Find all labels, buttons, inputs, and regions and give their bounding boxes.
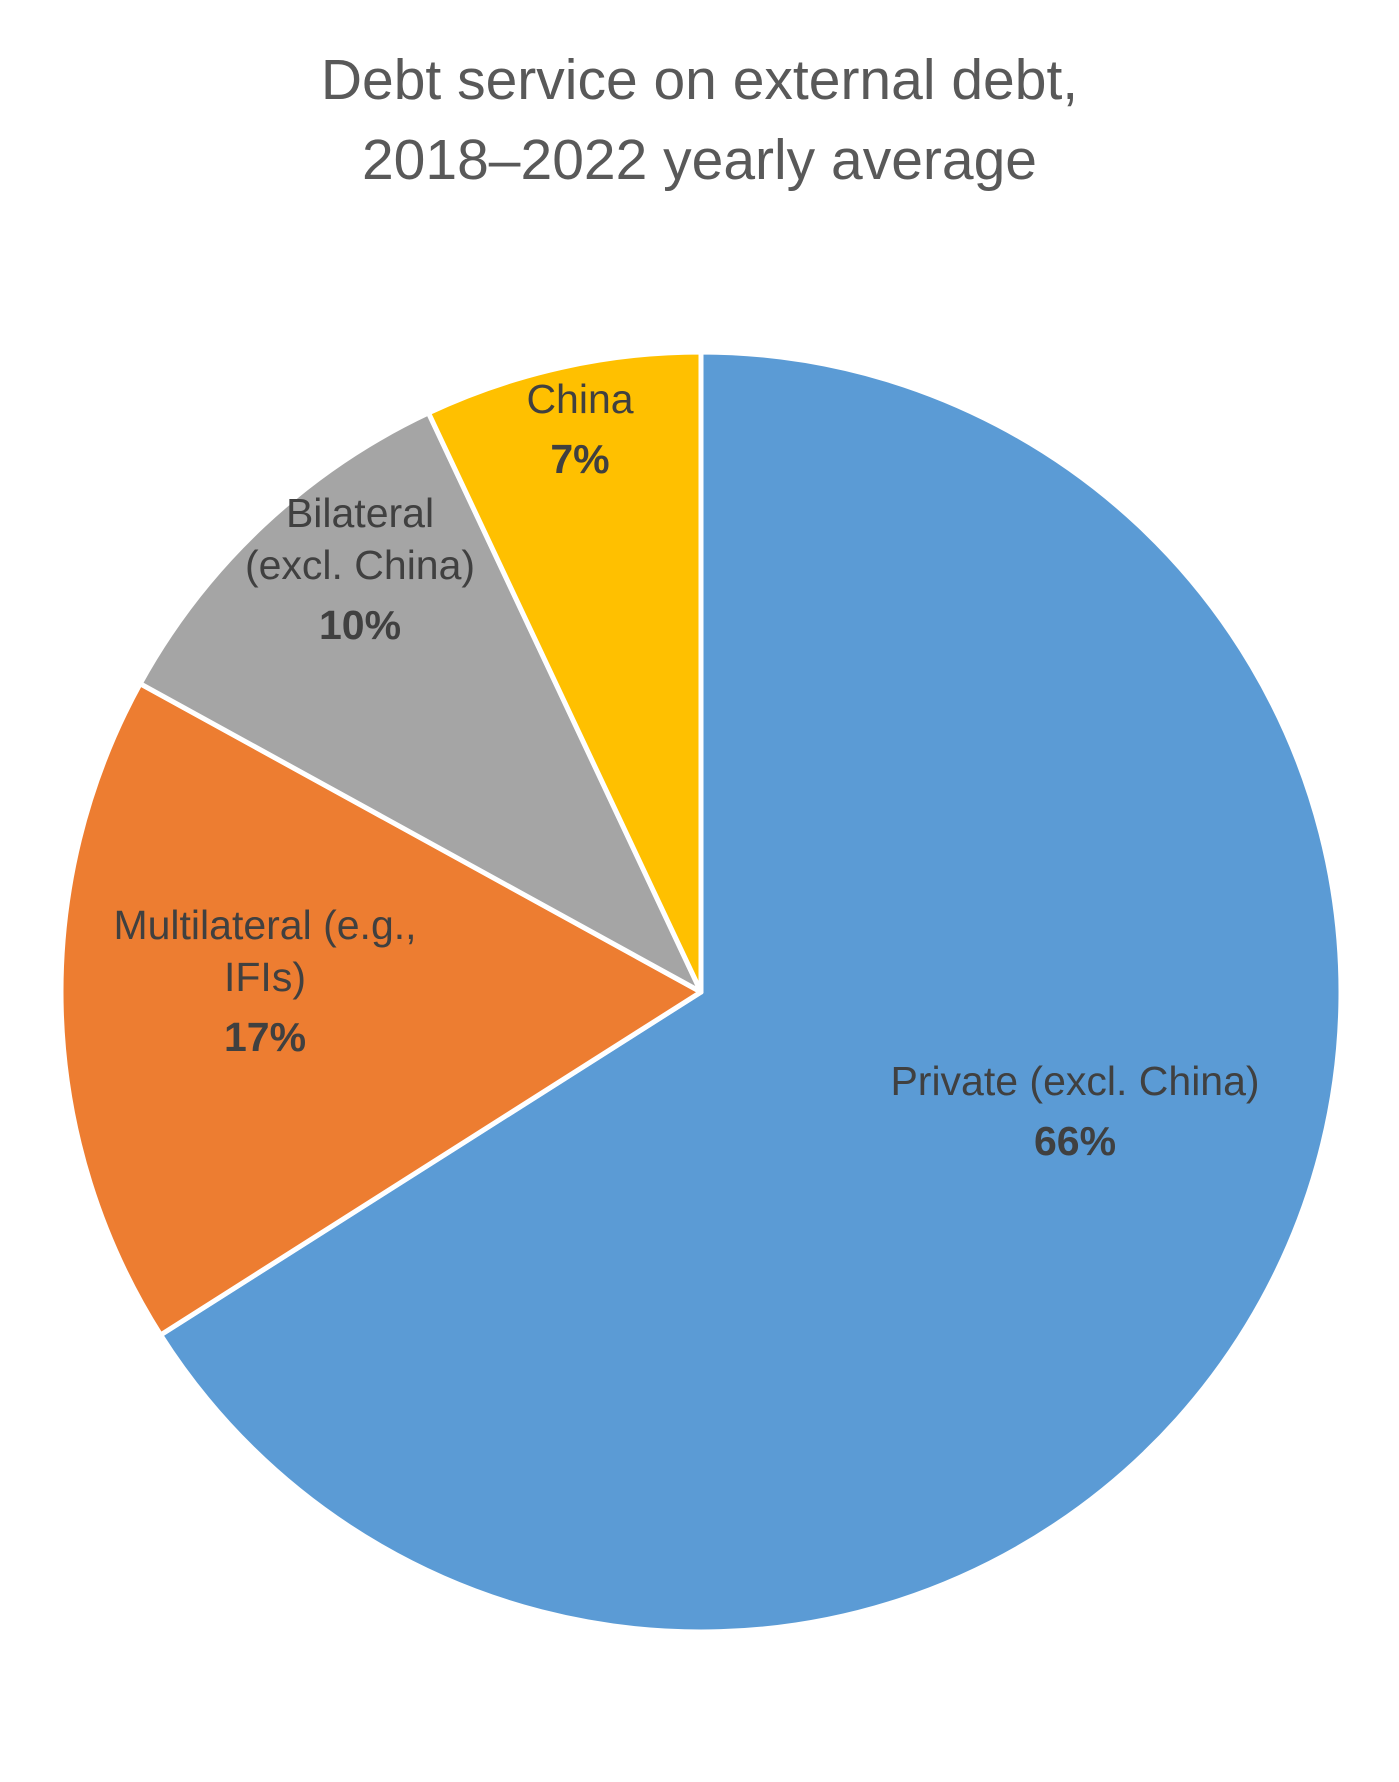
chart-title: Debt service on external debt, 2018–2022… bbox=[0, 40, 1399, 200]
slice-label-private-excl-china-line-1: Private (excl. China) bbox=[890, 1058, 1259, 1104]
pie-slice-bilateral-excl-china bbox=[137, 410, 704, 995]
pie-slice-china bbox=[426, 349, 704, 995]
slice-label-china-line-1: China bbox=[526, 376, 633, 422]
slice-value-china: 7% bbox=[550, 436, 609, 482]
pie-slices bbox=[58, 349, 1344, 1635]
chart-title-line-1: Debt service on external debt, bbox=[320, 48, 1079, 112]
slice-label-multilateral-e-g-ifis-line-1: Multilateral (e.g., bbox=[113, 902, 416, 948]
pie-labels: Private (excl. China) 66% Multilateral (e.… bbox=[113, 376, 1259, 1164]
slice-value-multilateral-e-g-ifis: 17% bbox=[224, 1014, 306, 1060]
slice-label-bilateral-excl-china-line-2: (excl. China) bbox=[245, 542, 475, 588]
pie-slice-private-excl-china bbox=[158, 349, 1344, 1635]
slice-label-multilateral-e-g-ifis-line-2: IFIs) bbox=[224, 954, 306, 1000]
slice-value-private-excl-china: 66% bbox=[1034, 1118, 1116, 1164]
chart-title-line-2: 2018–2022 yearly average bbox=[361, 128, 1037, 192]
slice-label-bilateral-excl-china-line-1: Bilateral bbox=[286, 490, 434, 536]
pie-slice-multilateral-e-g-ifis bbox=[58, 681, 704, 1338]
slice-value-bilateral-excl-china: 10% bbox=[319, 602, 401, 648]
